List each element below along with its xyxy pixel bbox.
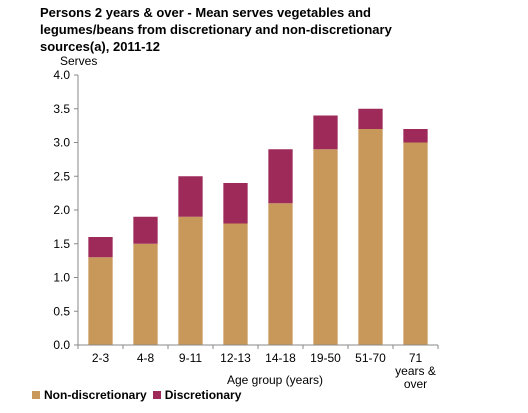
bar-discretionary: [358, 108, 383, 129]
y-tick-label: 1.0: [53, 271, 70, 285]
y-axis-title: Serves: [60, 54, 97, 68]
chart-title-line-2: legumes/beans from discretionary and non…: [40, 22, 392, 37]
x-ticks-group: 2-3 4-8 9-11 12-13 14-18 19-50 51-70 71 years & o…: [77, 345, 439, 391]
legend-label-discretionary: Discretionary: [164, 388, 242, 402]
bar-non-discretionary: [403, 142, 428, 345]
x-tick-label: 2-3: [92, 351, 110, 365]
legend-label-non-discretionary: Non-discretionary: [44, 388, 147, 402]
y-tick-label: 3.0: [53, 136, 70, 150]
legend-item-discretionary: Discretionary: [152, 388, 242, 402]
x-tick-label: 71 years & over: [395, 351, 436, 391]
bar-discretionary: [133, 216, 158, 244]
bar-non-discretionary: [88, 257, 113, 345]
bar-discretionary: [178, 176, 203, 217]
y-tick-label: 0.5: [53, 304, 70, 318]
x-axis-title: Age group (years): [227, 373, 323, 387]
x-tick-label: 12-13: [220, 351, 251, 365]
y-tick-label: 4.0: [53, 68, 70, 82]
legend-item-non-discretionary: Non-discretionary: [32, 388, 147, 402]
y-tick-label: 3.5: [53, 102, 70, 116]
legend-swatch-discretionary: [152, 391, 161, 399]
x-tick-label: 51-70: [355, 351, 386, 365]
bar-non-discretionary: [358, 129, 383, 345]
x-tick-label: 9-11: [179, 351, 202, 365]
legend: Non-discretionary Discretionary: [32, 388, 247, 402]
bar-discretionary: [223, 183, 248, 224]
legend-swatch-non-discretionary: [32, 391, 40, 399]
x-tick-label: 14-18: [265, 351, 296, 365]
bar-discretionary: [88, 237, 113, 258]
y-tick-label: 2.5: [53, 169, 70, 183]
bar-non-discretionary: [313, 149, 338, 345]
bars-group: [88, 108, 428, 345]
chart-title: Persons 2 years & over - Mean serves veg…: [40, 4, 440, 55]
bar-discretionary: [268, 149, 293, 204]
y-tick-label: 0.0: [53, 338, 70, 352]
y-ticks-group: 0.0 0.5 1.0 1.5 2.0 2.5 3.0 3.5 4.0: [53, 68, 78, 352]
bar-non-discretionary: [268, 203, 293, 345]
y-tick-label: 2.0: [53, 203, 70, 217]
bar-discretionary: [313, 115, 338, 150]
bar-non-discretionary: [133, 243, 158, 345]
bar-non-discretionary: [223, 223, 248, 345]
x-tick-label: 4-8: [137, 351, 155, 365]
chart-title-line-1: Persons 2 years & over - Mean serves veg…: [40, 5, 371, 20]
chart-title-line-3: sources(a), 2011-12: [40, 39, 160, 54]
bar-discretionary: [403, 129, 428, 143]
y-tick-label: 1.5: [53, 237, 70, 251]
x-tick-label: 19-50: [310, 351, 341, 365]
bar-non-discretionary: [178, 216, 203, 345]
